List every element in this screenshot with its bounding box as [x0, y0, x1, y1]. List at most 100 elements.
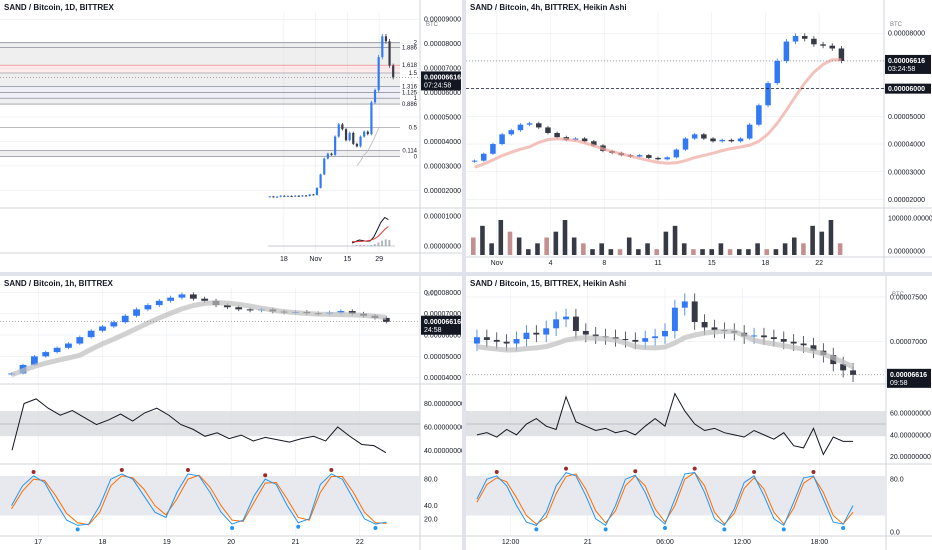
chart-panel-1h[interactable]: 0.00008000 0.00007000 0.00006000 0.00005000… — [0, 276, 462, 550]
candle — [563, 316, 569, 320]
volume-bar — [828, 220, 834, 255]
time-tick-label: 19 — [163, 539, 171, 546]
volume-bar — [663, 231, 669, 255]
candle — [373, 90, 377, 103]
volume-bar — [544, 237, 549, 255]
candle — [838, 48, 845, 61]
stoch-trough-dot — [296, 524, 301, 529]
price-tag-countdown: 03:24:58 — [888, 66, 915, 73]
time-tick-label: Nov — [309, 256, 322, 263]
candle — [352, 132, 355, 144]
rsi-band — [0, 411, 420, 437]
price-tag-countdown: 09:58 — [890, 380, 908, 387]
candle — [554, 132, 560, 138]
time-tick-label: Nov — [491, 260, 504, 267]
sub-tick-label: 0.00000000 — [888, 249, 925, 256]
chart-title: SAND / Bitcoin, 1h, BITTREX — [4, 279, 113, 288]
volume-bar — [801, 243, 806, 255]
price-tick-label: 0.00003000 — [888, 169, 925, 176]
candle — [636, 155, 643, 157]
volume-bar — [681, 243, 687, 255]
candle — [691, 301, 698, 323]
chart-1d-svg[interactable]: 0.00009000 0.00008000 0.00007000 0.00006000… — [0, 0, 462, 272]
volume-bar — [773, 249, 779, 255]
candle — [76, 337, 84, 344]
fib-level-label: 1.886 — [402, 45, 418, 51]
time-tick-label: 22 — [356, 539, 364, 546]
candle — [315, 187, 319, 195]
candle — [710, 138, 716, 142]
candle — [189, 294, 197, 299]
candle — [319, 174, 322, 188]
volume-bar — [535, 243, 540, 255]
fib-level-label: 1.316 — [402, 85, 418, 91]
chart-4h-svg[interactable]: 0.000080000.000070000.000060000.00005000… — [466, 0, 932, 272]
histogram-bar — [362, 245, 365, 246]
candle — [490, 144, 496, 154]
candle — [30, 356, 38, 365]
volume-bar — [810, 225, 815, 255]
stoch-trough-dot — [781, 527, 786, 532]
volume-bar — [498, 220, 504, 255]
candle — [790, 341, 797, 344]
rsi-band — [466, 411, 886, 437]
candle — [42, 352, 50, 357]
volume-bar — [645, 243, 650, 255]
candle — [121, 315, 129, 323]
candle — [682, 138, 689, 150]
sub-tick-label: 0.0 — [890, 530, 900, 537]
candle — [201, 298, 209, 301]
candle — [646, 155, 652, 158]
panel-divider-horizontal[interactable] — [0, 272, 932, 276]
candle — [572, 316, 579, 331]
histogram-bar — [388, 240, 391, 246]
chart-title: SAND / Bitcoin, 4h, BITTREX, Heikin Ashi — [470, 3, 627, 12]
time-tick-label: 06:00 — [656, 539, 674, 546]
unit-label: BTC — [426, 292, 439, 298]
chart-panel-1d[interactable]: 0.00009000 0.00008000 0.00007000 0.00006000… — [0, 0, 462, 272]
volume-bar — [736, 249, 742, 255]
fib-zone — [0, 73, 400, 87]
price-tick-label: 0.00006000 — [424, 333, 461, 340]
candle — [582, 330, 589, 335]
moving-average-band — [474, 58, 842, 169]
candle — [783, 41, 790, 61]
candle — [366, 131, 369, 135]
chart-panel-15m[interactable]: 0.00007500 0.00007000 BTC 12:00 21 06:00 12:00… — [466, 276, 932, 550]
price-tick-label: 0.00004000 — [424, 375, 461, 382]
candle — [334, 136, 337, 155]
candle — [545, 127, 551, 133]
candle — [377, 57, 380, 91]
chart-title: SAND / Bitcoin, 1D, BITTREX — [4, 3, 114, 12]
volume-bar — [654, 249, 659, 255]
stoch-peak-dot — [633, 469, 638, 474]
candle — [99, 326, 106, 331]
volume-bar — [672, 225, 678, 255]
volume-bar — [718, 243, 724, 255]
sub-tick-label: 0.00001000 — [424, 214, 461, 221]
price-tag — [421, 315, 461, 335]
candle — [829, 45, 835, 49]
fib-level-label: 1.125 — [402, 90, 418, 96]
price-tick-label: 0.00004000 — [424, 139, 461, 146]
chart-15m-svg[interactable]: 0.00007500 0.00007000 BTC 12:00 21 06:00 12:00… — [466, 276, 932, 550]
chart-1h-svg[interactable]: 0.00008000 0.00007000 0.00006000 0.00005000… — [0, 276, 462, 550]
volume-bar — [489, 243, 494, 255]
fib-level-label: 1.618 — [402, 63, 418, 69]
chart-panel-4h[interactable]: 0.000080000.000070000.000060000.00005000… — [466, 0, 932, 272]
price-tick-label: 0.00008000 — [424, 41, 461, 48]
price-tag-countdown: 24:58 — [424, 327, 442, 334]
candle — [312, 194, 315, 196]
fib-zone — [0, 86, 400, 93]
volume-bar — [837, 243, 843, 255]
candle — [155, 300, 163, 306]
time-tick-label: 11 — [654, 260, 661, 267]
candle — [348, 132, 351, 141]
time-tick-label: 12:00 — [502, 539, 520, 546]
candle — [533, 332, 540, 335]
candle — [508, 130, 515, 135]
moving-average-line — [356, 127, 380, 167]
price-tick-label: 0.00005000 — [424, 115, 461, 122]
time-tick-label: 4 — [549, 260, 553, 267]
volume-bar — [791, 237, 797, 255]
